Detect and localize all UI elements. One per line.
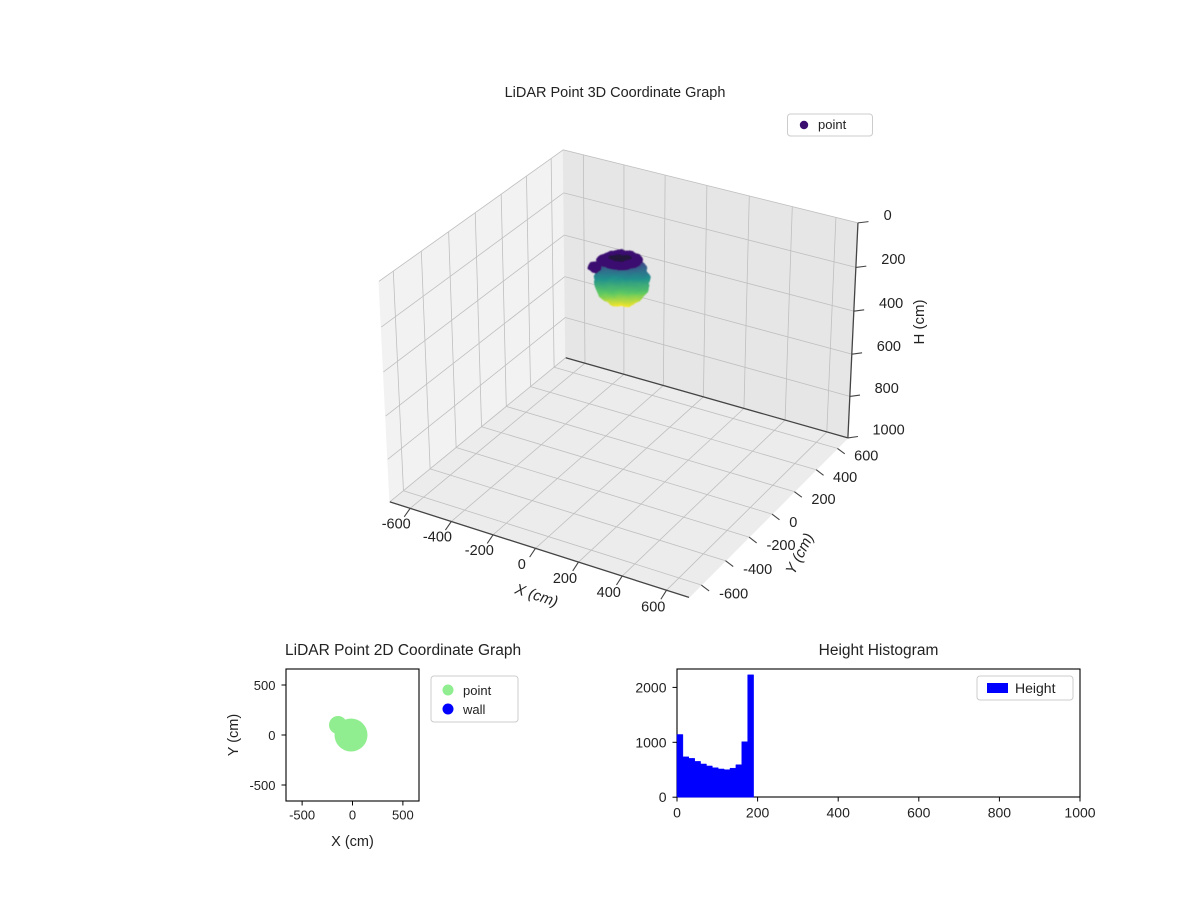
- svg-text:500: 500: [254, 678, 276, 693]
- svg-text:200: 200: [881, 252, 905, 268]
- svg-text:1000: 1000: [635, 734, 666, 750]
- svg-text:0: 0: [884, 208, 892, 224]
- svg-text:-500: -500: [249, 778, 275, 793]
- svg-text:600: 600: [877, 339, 901, 355]
- svg-text:H (cm): H (cm): [911, 300, 928, 345]
- svg-text:1000: 1000: [872, 422, 904, 438]
- svg-text:600: 600: [641, 600, 665, 616]
- svg-text:400: 400: [597, 585, 621, 601]
- svg-text:-400: -400: [423, 530, 452, 546]
- svg-text:400: 400: [833, 470, 857, 486]
- svg-text:800: 800: [988, 805, 1012, 821]
- svg-text:600: 600: [907, 805, 931, 821]
- svg-text:1000: 1000: [1064, 805, 1095, 821]
- svg-text:200: 200: [553, 571, 577, 587]
- svg-text:Height: Height: [1015, 680, 1056, 696]
- svg-text:400: 400: [827, 805, 851, 821]
- svg-text:LiDAR Point 2D Coordinate Grap: LiDAR Point 2D Coordinate Graph: [285, 642, 521, 659]
- svg-text:200: 200: [811, 492, 835, 508]
- svg-text:400: 400: [879, 296, 903, 312]
- svg-text:-400: -400: [743, 562, 772, 578]
- svg-text:Y (cm): Y (cm): [226, 714, 242, 756]
- svg-text:0: 0: [349, 808, 356, 823]
- svg-text:X (cm): X (cm): [331, 834, 374, 850]
- svg-text:0: 0: [673, 805, 681, 821]
- svg-text:point: point: [463, 683, 492, 698]
- svg-text:-200: -200: [465, 543, 494, 559]
- svg-text:-500: -500: [289, 808, 315, 823]
- svg-text:0: 0: [659, 789, 667, 805]
- svg-text:0: 0: [789, 515, 797, 531]
- svg-text:point: point: [818, 117, 847, 132]
- svg-text:wall: wall: [462, 702, 486, 717]
- svg-text:600: 600: [854, 449, 878, 465]
- svg-text:Height Histogram: Height Histogram: [819, 642, 939, 659]
- svg-text:2000: 2000: [635, 679, 666, 695]
- svg-text:0: 0: [518, 557, 526, 573]
- svg-text:-600: -600: [719, 586, 748, 602]
- svg-text:800: 800: [875, 381, 899, 397]
- svg-text:200: 200: [746, 805, 770, 821]
- svg-text:0: 0: [268, 728, 275, 743]
- svg-text:-600: -600: [382, 516, 411, 532]
- svg-text:LiDAR Point 3D Coordinate Grap: LiDAR Point 3D Coordinate Graph: [505, 85, 726, 101]
- svg-text:500: 500: [392, 808, 414, 823]
